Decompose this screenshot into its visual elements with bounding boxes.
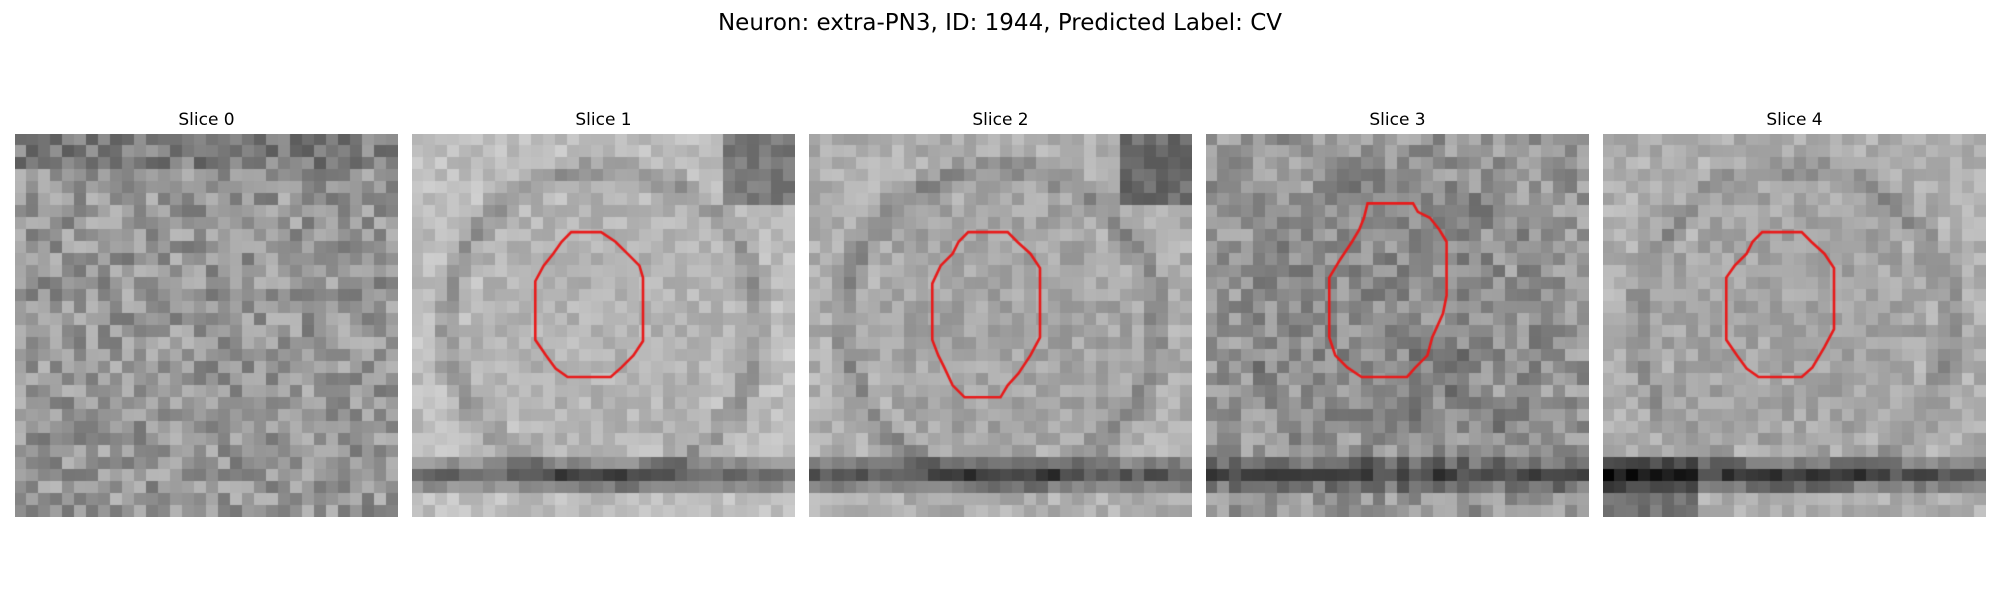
- slice-panel-0: Slice 0: [15, 108, 398, 517]
- slice-panel-1: Slice 1: [412, 108, 795, 517]
- slice-image-1: [412, 134, 795, 517]
- slice-image-2: [809, 134, 1192, 517]
- slice-panel-2: Slice 2: [809, 108, 1192, 517]
- slice-image-3: [1206, 134, 1589, 517]
- slice-panel-3: Slice 3: [1206, 108, 1589, 517]
- slice-title-2: Slice 2: [972, 110, 1029, 130]
- slice-image-0: [15, 134, 398, 517]
- slice-title-3: Slice 3: [1369, 110, 1426, 130]
- figure-title: Neuron: extra-PN3, ID: 1944, Predicted L…: [717, 10, 1283, 36]
- slice-title-0: Slice 0: [178, 110, 235, 130]
- slice-image-4: [1603, 134, 1986, 517]
- slice-panel-4: Slice 4: [1603, 108, 1986, 517]
- slice-title-1: Slice 1: [575, 110, 632, 130]
- slice-title-4: Slice 4: [1766, 110, 1823, 130]
